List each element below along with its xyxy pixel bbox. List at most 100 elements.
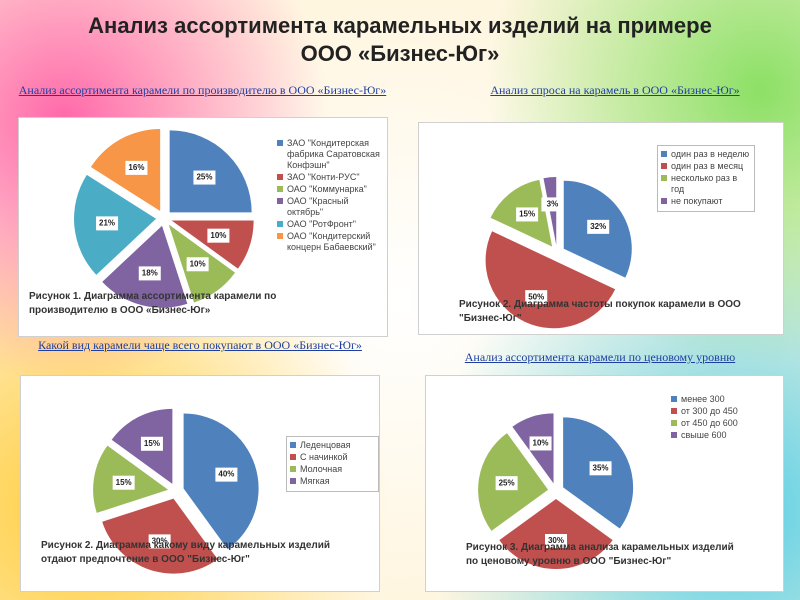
legend-label: от 300 до 450 [681,406,738,416]
legend-swatch [661,198,667,204]
value-label: 3% [547,200,559,209]
value-label-box [148,534,171,549]
value-label-box [516,207,539,222]
value-label-box [193,170,216,185]
pie-slice [485,231,616,329]
value-label-box [125,160,148,175]
legend-item: ЗАО "Конти-РУС" [277,172,382,183]
legend-swatch [671,432,677,438]
legend: ЗАО "Кондитерская фабрика Саратовская Ко… [277,138,382,254]
value-label-box [207,228,230,243]
value-label-box [525,290,548,305]
legend-label: свыше 600 [681,430,727,440]
chart-caption: Рисунок 2. Диаграмма какому виду карамел… [41,540,331,565]
legend-item: ЗАО "Кондитерская фабрика Саратовская Ко… [277,138,382,171]
legend-item: несколько раз в год [661,173,751,195]
legend-swatch [671,396,677,402]
value-label: 30% [152,537,168,546]
legend-swatch [277,186,283,192]
legend-item: ОАО "Коммунарка" [277,184,382,195]
value-label-box [589,461,612,476]
value-label-box [140,436,163,451]
legend-item: от 450 до 600 [671,418,756,429]
legend-label: Леденцовая [300,440,351,450]
legend-label: не покупают [671,196,723,206]
legend-label: ОАО "Кондитерский концерн Бабаевский" [287,231,376,252]
chart-heading: Анализ ассортимента карамели по производ… [18,83,387,97]
legend-item: ОАО "Красный октябрь" [277,196,382,218]
legend-label: ОАО "Коммунарка" [287,184,367,194]
legend-label: С начинкой [300,452,348,462]
legend-item: один раз в месяц [661,161,751,172]
value-label-box [186,257,209,272]
legend: Леденцовая С начинкой Молочная Мягкая [286,436,379,492]
legend-label: ЗАО "Конти-РУС" [287,172,360,182]
legend-swatch [290,442,296,448]
value-label-box [215,467,238,482]
legend-label: ОАО "Красный октябрь" [287,196,349,217]
legend-swatch [277,198,283,204]
legend-item: Молочная [290,464,375,475]
legend-swatch [290,466,296,472]
legend-label: от 450 до 600 [681,418,738,428]
legend-item: Мягкая [290,476,375,487]
value-label: 21% [99,218,115,227]
legend-swatch [277,233,283,239]
legend-item: менее 300 [671,394,756,405]
legend-item: от 300 до 450 [671,406,756,417]
value-label-box [587,219,610,234]
value-label-box [96,216,119,231]
pie-chart: 25% 10% 10% 18% 21% 16% [74,128,254,308]
legend-swatch [661,163,667,169]
legend-label: несколько раз в год [671,173,738,194]
legend-label: один раз в месяц [671,161,744,171]
value-label: 25% [196,173,212,182]
legend-item: свыше 600 [671,430,756,441]
value-label: 15% [116,478,132,487]
legend-label: Мягкая [300,476,330,486]
chart-panel: 25% 10% 10% 18% 21% 16% ЗАО "Кондитерская фабр… [18,117,388,337]
value-label: 40% [218,470,234,479]
value-label: 32% [590,222,606,231]
legend-label: один раз в неделю [671,149,750,159]
legend-swatch [661,175,667,181]
legend-swatch [661,151,667,157]
legend-item: Леденцовая [290,440,375,451]
chart-panel: 40% 30% 15% 15% Леденцовая С начинкой Молочная… [20,375,380,592]
value-label: 15% [144,439,160,448]
value-label: 25% [499,478,515,487]
value-label: 30% [548,536,564,545]
value-label-box [495,476,518,491]
chart-caption: Рисунок 2. Диаграмма частоты покупок кар… [459,299,741,324]
pie-slice [171,220,254,269]
legend: один раз в неделю один раз в месяц несколь… [657,145,755,212]
value-label-box [545,534,567,548]
legend-swatch [290,454,296,460]
legend-swatch [277,174,283,180]
value-label-box [529,436,552,451]
value-label: 15% [519,210,535,219]
value-label-box [112,475,135,490]
legend-swatch [671,408,677,414]
pie-chart: 32% 50% 15% 3% [485,177,632,329]
chart-heading: Анализ ассортимента карамели по ценовому… [464,350,736,364]
value-label: 10% [210,231,226,240]
pie-chart: 40% 30% 15% 15% [93,408,259,574]
legend-item: не покупают [661,196,751,207]
value-label: 18% [142,269,158,278]
chart-heading: Какой вид карамели чаще всего покупают в… [38,338,362,352]
chart-caption: Рисунок 1. Диаграмма ассортимента караме… [29,291,277,316]
chart-panel: 35% 30% 25% 10% менее 300 от 300 до 450 от 450… [425,375,784,592]
legend-item: С начинкой [290,452,375,463]
slide-title: Анализ ассортимента карамельных изделий … [88,13,712,66]
legend-label: ЗАО "Кондитерская фабрика Саратовская Ко… [287,138,380,170]
chart-panel: 32% 50% 15% 3% один раз в неделю один раз в м… [418,122,784,335]
value-label-box [138,266,161,281]
value-label: 35% [593,463,609,472]
value-label-box [541,197,564,212]
legend-swatch [277,221,283,227]
legend: менее 300 от 300 до 450 от 450 до 600 свыше… [671,394,756,442]
value-label: 10% [533,439,549,448]
chart-caption: Рисунок 3. Диаграмма анализа карамельных… [466,542,734,567]
